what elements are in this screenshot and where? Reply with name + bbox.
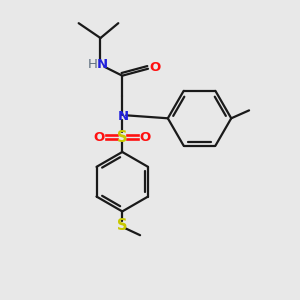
Text: O: O <box>94 130 105 144</box>
Text: N: N <box>118 110 129 123</box>
Text: S: S <box>117 130 128 145</box>
Text: O: O <box>149 61 161 74</box>
Text: N: N <box>97 58 108 71</box>
Text: S: S <box>117 218 128 233</box>
Text: O: O <box>140 130 151 144</box>
Text: H: H <box>88 58 98 71</box>
